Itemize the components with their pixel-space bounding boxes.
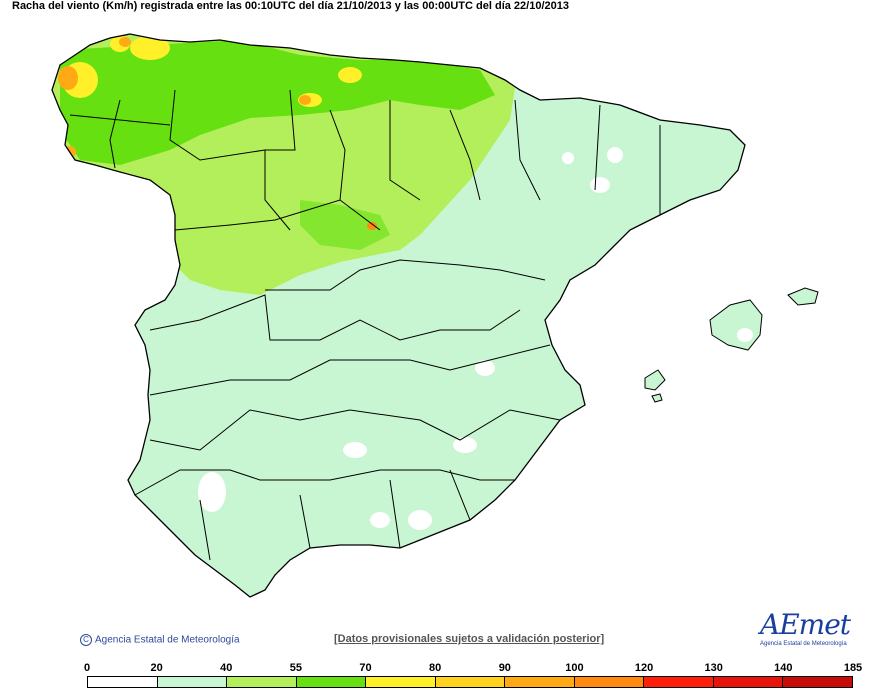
white-spot-6 — [562, 152, 574, 164]
legend-tick-label: 100 — [565, 662, 584, 674]
legend-tick-label: 120 — [634, 662, 654, 674]
white-spot-2 — [343, 442, 367, 458]
white-spot-3 — [370, 512, 390, 528]
ibiza-island — [644, 369, 666, 391]
zone-70-80-1 — [130, 36, 170, 60]
legend-tick-label: 70 — [359, 662, 372, 674]
white-spot-7 — [453, 437, 477, 453]
legend-swatch — [713, 677, 784, 687]
legend-tick-label: 80 — [429, 662, 442, 674]
zone-70-80-3 — [338, 67, 362, 83]
white-spot-9 — [590, 177, 610, 193]
legend-tick-label: 0 — [83, 662, 91, 674]
legend-tick-label: 20 — [150, 662, 163, 674]
mainland-outline — [51, 33, 746, 598]
color-legend: 0 20 40 55 70 80 90 100 120 130 140 185 — [0, 660, 870, 696]
legend-swatch — [783, 677, 853, 687]
zone-80-100-4 — [299, 95, 311, 105]
zone-55-70-center — [300, 200, 390, 250]
map-title: Racha del viento (Km/h) registrada entre… — [12, 0, 569, 12]
copyright-icon: C — [80, 634, 92, 646]
zone-80-100-5 — [367, 222, 377, 230]
aemet-logo-text: AEmet — [760, 608, 851, 641]
legend-swatch — [157, 677, 228, 687]
legend-swatch — [574, 677, 645, 687]
legend-swatch — [644, 677, 714, 687]
legend-tick-label: 55 — [289, 662, 303, 674]
legend-swatch — [366, 677, 436, 687]
legend-swatch — [435, 677, 506, 687]
legend-swatch — [88, 677, 158, 687]
aemet-logo-subtitle: Agencia Estatal de Meteorología — [760, 641, 847, 647]
white-spot-5 — [607, 147, 623, 163]
zone-55-70-north — [60, 40, 495, 165]
mallorca-island — [709, 299, 763, 351]
legend-bar — [87, 676, 853, 688]
zone-80-100-2 — [119, 37, 131, 47]
legend-tick-label: 40 — [220, 662, 233, 674]
formentera-island — [651, 393, 663, 403]
menorca-island — [787, 287, 819, 306]
mallorca-white-spot — [737, 328, 753, 342]
province-borders — [69, 89, 661, 561]
copyright-text: Agencia Estatal de Meteorología — [95, 634, 240, 646]
disclaimer-text: [Datos provisionales sujetos a validació… — [334, 633, 605, 645]
spain-wind-gust-map — [51, 33, 819, 598]
aemet-logo: AEmet Agencia Estatal de Meteorología — [760, 608, 852, 650]
white-spot-8 — [408, 510, 432, 530]
legend-tick-label: 140 — [774, 662, 793, 674]
legend-swatch — [505, 677, 575, 687]
legend-swatch — [227, 677, 297, 687]
legend-tick-label: 90 — [498, 662, 511, 674]
legend-swatch — [296, 677, 367, 687]
white-spot-1 — [198, 472, 226, 512]
white-spot-4 — [475, 360, 495, 376]
legend-tick-label: 185 — [843, 662, 863, 674]
legend-tick-label: 130 — [704, 662, 723, 674]
zone-80-100-1 — [58, 66, 78, 90]
copyright-notice: C Agencia Estatal de Meteorología — [80, 634, 240, 646]
